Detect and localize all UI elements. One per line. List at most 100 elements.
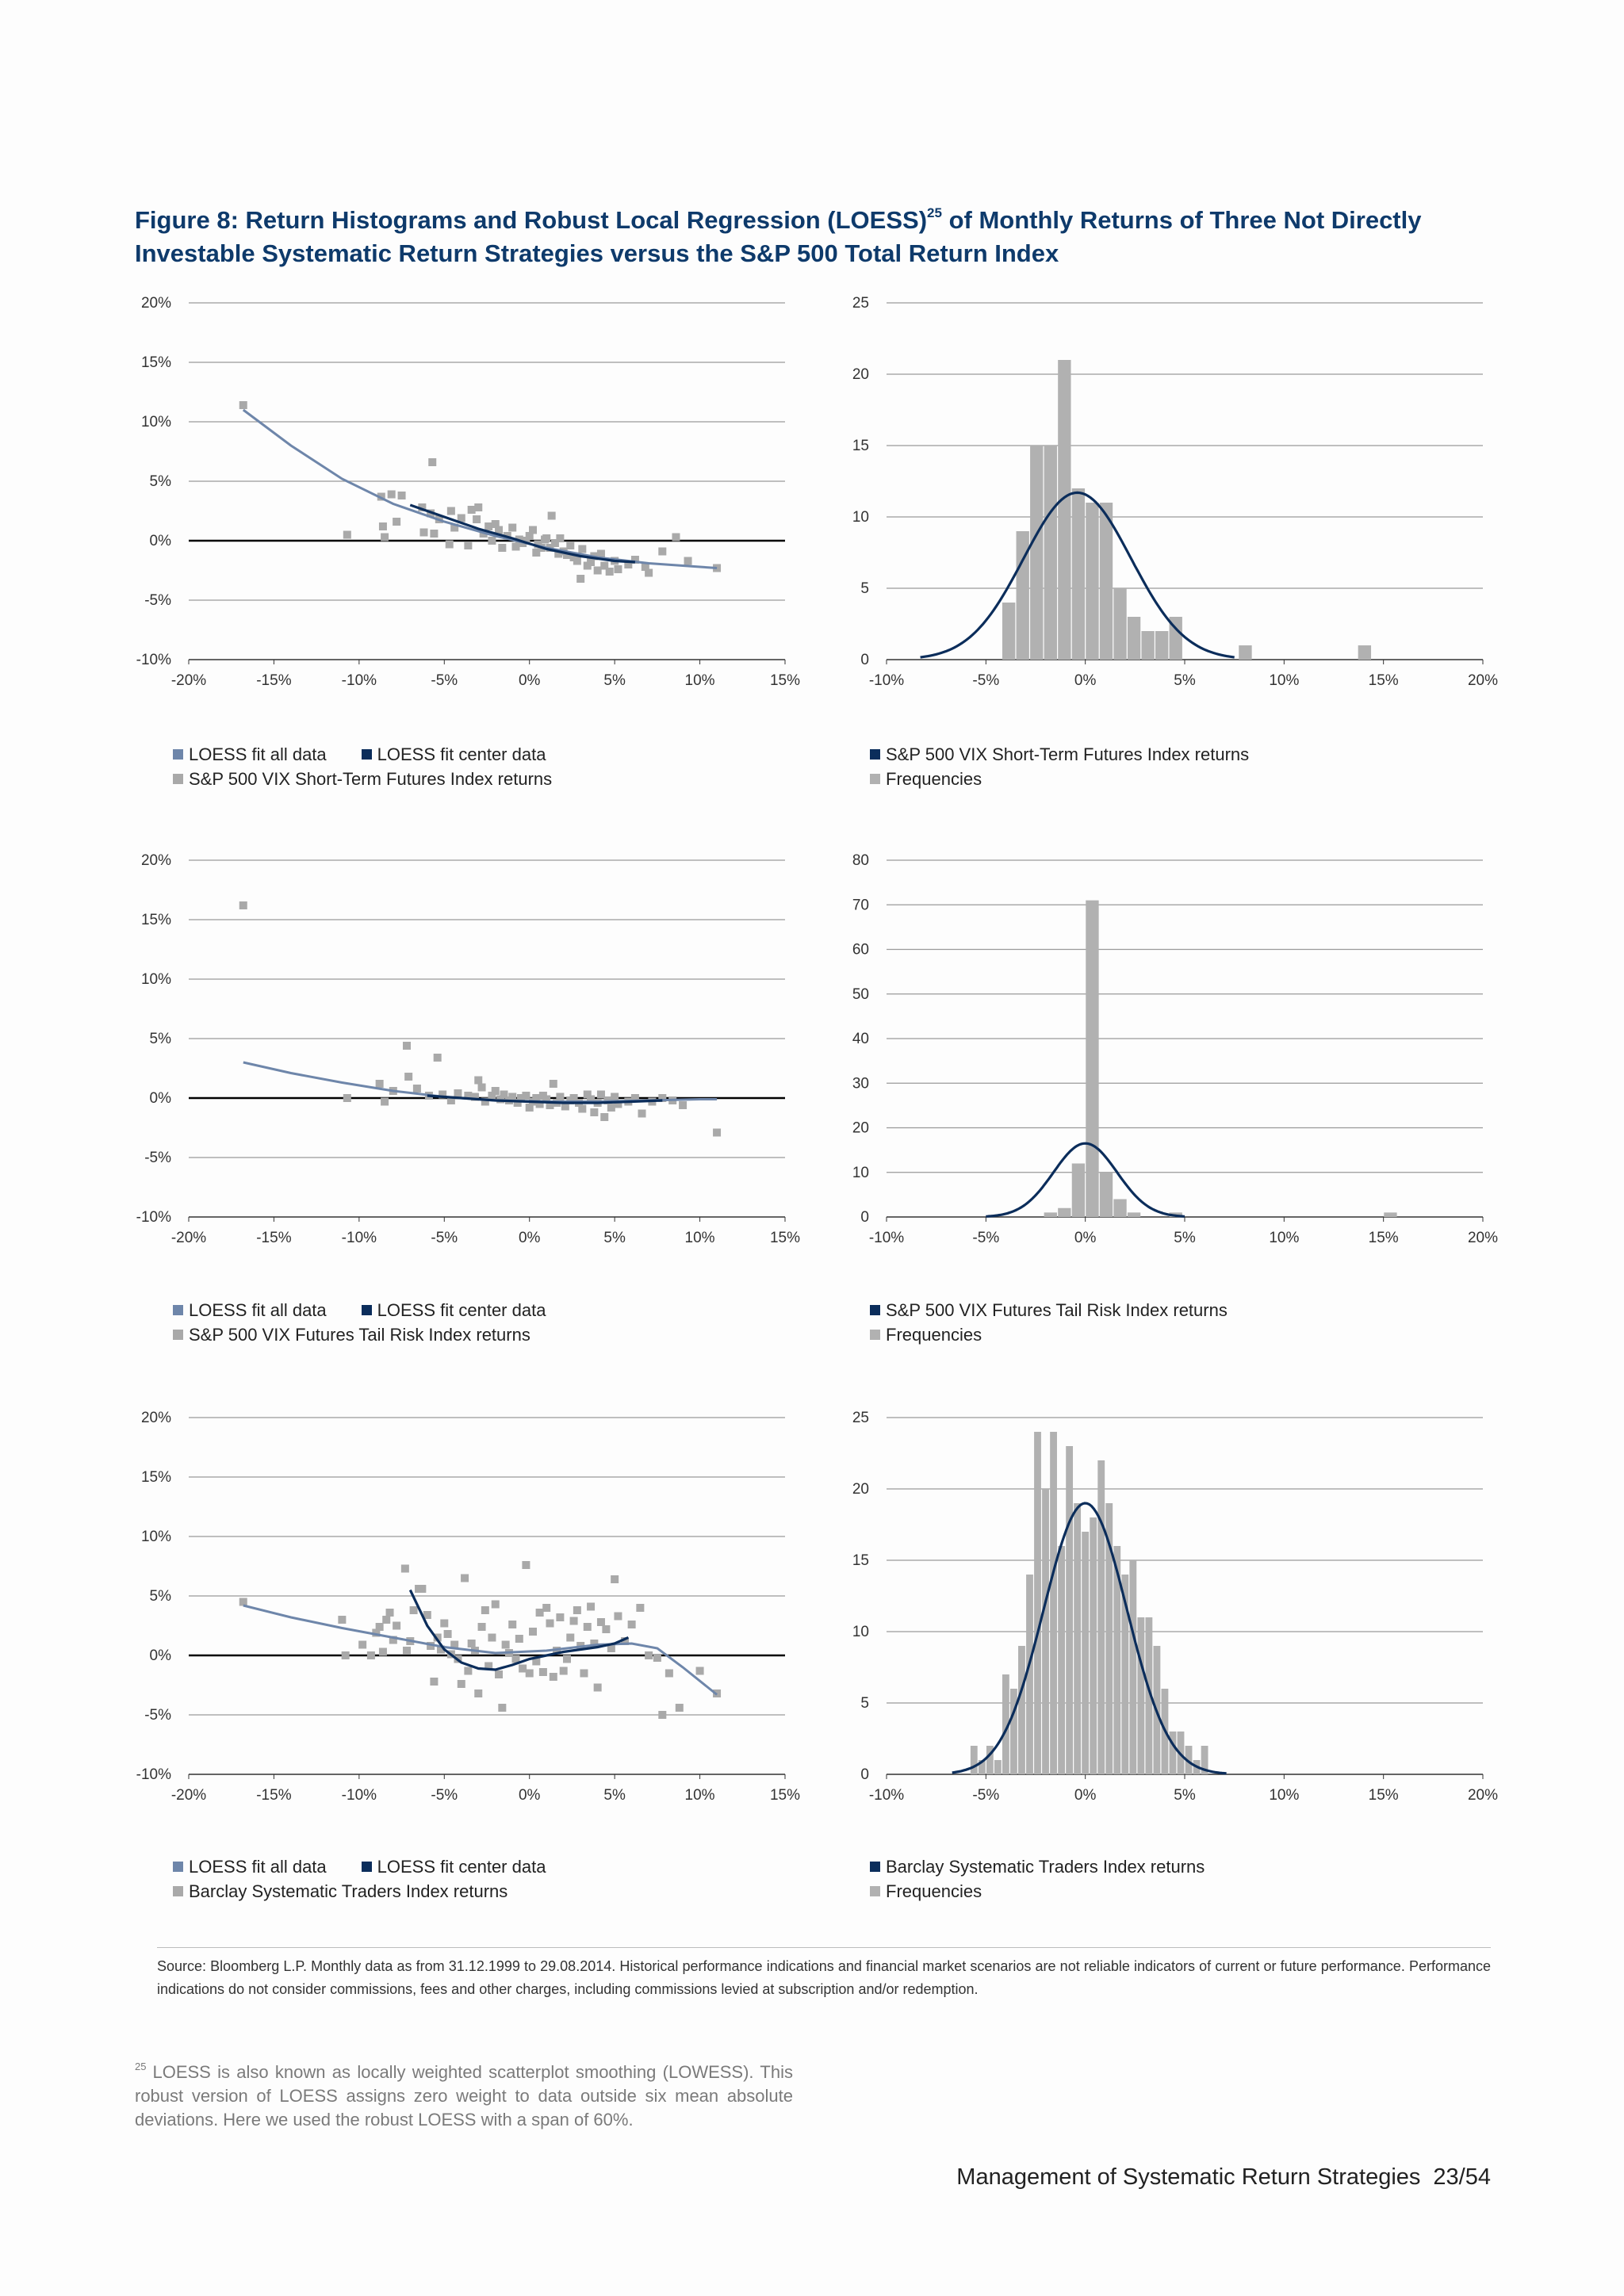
data-point: [498, 544, 507, 552]
data-point: [573, 1606, 581, 1614]
histogram-bar: [1169, 1732, 1177, 1774]
loess-center-line: [408, 1589, 629, 1671]
histogram-bar: [1044, 446, 1057, 660]
legend-item-points: S&P 500 VIX Futures Tail Risk Index retu…: [173, 1322, 530, 1347]
data-point: [695, 1667, 704, 1675]
data-point: [341, 1651, 350, 1659]
data-point: [607, 1104, 615, 1112]
x-tick-label: 15%: [1369, 1787, 1399, 1804]
histogram-bar: [970, 1746, 978, 1774]
histogram-bar: [1097, 1460, 1105, 1774]
data-point: [535, 1609, 544, 1617]
x-tick-label: -15%: [256, 1787, 291, 1804]
data-point: [393, 1621, 401, 1630]
data-point: [378, 522, 387, 530]
data-point: [549, 1080, 557, 1088]
histogram-bar: [1030, 446, 1044, 660]
legend-label-normal-curve: S&P 500 VIX Futures Tail Risk Index retu…: [886, 1300, 1228, 1320]
legend-swatch-normal-curve: [870, 1305, 880, 1315]
y-tick-label: 20: [852, 1481, 869, 1498]
data-point: [445, 540, 454, 549]
footnote-text: LOESS is also known as locally weighted …: [135, 2062, 793, 2130]
data-point: [375, 1080, 384, 1088]
x-tick-label: 0%: [1074, 672, 1097, 689]
data-point: [366, 1651, 375, 1659]
data-point: [508, 523, 517, 532]
loess-all-line: [242, 408, 718, 569]
data-point: [403, 1647, 412, 1655]
histogram-bar: [1099, 1172, 1113, 1217]
data-point: [605, 568, 614, 576]
data-point: [614, 1100, 622, 1108]
data-point: [611, 1093, 619, 1101]
legend-label-points: Barclay Systematic Traders Index returns: [189, 1881, 508, 1901]
footnote: 25 LOESS is also known as locally weighte…: [135, 2055, 793, 2132]
legend-swatch-frequencies: [870, 774, 880, 784]
y-tick-label: -5%: [144, 1707, 171, 1724]
data-point: [400, 1564, 409, 1573]
histogram-barclay: 25 20 15 10 5 0 -10% -5% 0% 5% 10% 15% 20%: [817, 1400, 1499, 1836]
x-tick-label: 5%: [603, 1230, 626, 1246]
data-point: [525, 1104, 534, 1112]
y-tick-label: 0: [860, 1766, 869, 1783]
data-point: [433, 1054, 442, 1062]
x-tick-label: -5%: [972, 1230, 999, 1246]
x-tick-label: -10%: [342, 1787, 377, 1804]
data-point: [433, 1633, 442, 1642]
data-point: [419, 528, 428, 537]
x-tick-label: 0%: [519, 1787, 541, 1804]
histogram-bar: [1018, 1646, 1025, 1774]
data-point: [427, 1642, 435, 1650]
data-point: [481, 1097, 489, 1106]
legend-label-points: S&P 500 VIX Futures Tail Risk Index retu…: [189, 1325, 530, 1345]
y-tick-label: 15: [852, 438, 869, 454]
histogram-bar: [1185, 1746, 1193, 1774]
y-tick-label: 15%: [141, 912, 171, 928]
data-point: [535, 1100, 544, 1108]
publication-title: Management of Systematic Return Strategi…: [956, 2164, 1421, 2190]
histogram-bar: [1066, 1446, 1074, 1774]
histogram-bar: [1044, 1212, 1057, 1217]
data-point: [436, 1645, 445, 1654]
histogram-bar: [1105, 1503, 1113, 1774]
y-tick-label: -5%: [144, 592, 171, 609]
data-point: [532, 549, 541, 557]
legend-item-frequencies: Frequencies: [870, 1322, 982, 1347]
data-point: [542, 534, 551, 542]
legend-swatch-loess-all: [173, 1862, 183, 1872]
figure-title-tail: of Monthly Returns of Three Not Directly…: [135, 206, 1422, 267]
x-tick-label: -20%: [171, 1230, 206, 1246]
legend-label-loess-all: LOESS fit all data: [189, 1857, 327, 1877]
legend-item-loess-center: LOESS fit center data: [361, 1298, 546, 1322]
legend-label-points: S&P 500 VIX Short-Term Futures Index ret…: [189, 769, 553, 789]
y-tick-label: 70: [852, 897, 869, 913]
data-point: [457, 514, 465, 522]
histogram-bar: [1113, 1546, 1121, 1774]
histogram-bar: [1002, 603, 1016, 660]
data-point: [580, 1669, 588, 1678]
data-point: [573, 557, 581, 565]
data-point: [498, 1704, 507, 1712]
histogram-bar: [1155, 631, 1169, 660]
data-point: [491, 1087, 500, 1095]
legend-item-normal-curve: S&P 500 VIX Futures Tail Risk Index retu…: [870, 1298, 1228, 1322]
x-tick-label: 0%: [519, 1230, 541, 1246]
data-point: [488, 1092, 496, 1100]
data-point: [397, 492, 406, 499]
data-point: [338, 1616, 347, 1624]
data-point: [522, 1092, 530, 1100]
legend-swatch-loess-all: [173, 1305, 183, 1315]
data-point: [403, 1042, 412, 1050]
y-tick-label: 20%: [141, 1410, 171, 1426]
y-tick-label: 0: [860, 652, 869, 668]
data-point: [385, 1609, 394, 1617]
data-point: [546, 1101, 554, 1109]
legend-swatch-points: [173, 1330, 183, 1340]
x-tick-label: 0%: [1074, 1787, 1097, 1804]
x-tick-label: 5%: [1174, 1230, 1196, 1246]
data-point: [638, 1109, 646, 1118]
data-point: [532, 1657, 541, 1666]
histogram-bar: [1071, 488, 1086, 660]
data-point: [474, 1689, 483, 1697]
data-point: [439, 1090, 447, 1099]
